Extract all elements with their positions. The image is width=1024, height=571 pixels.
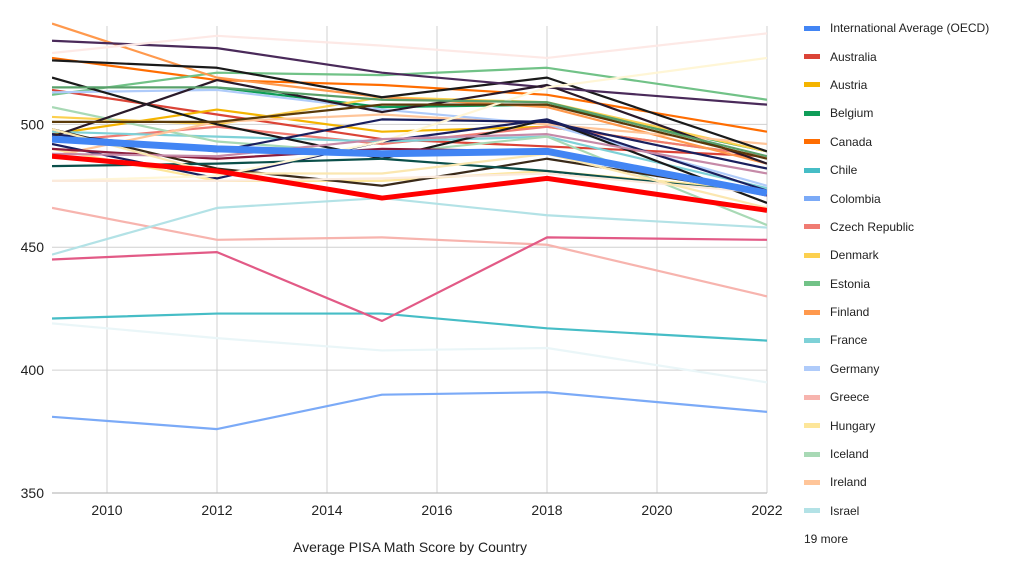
legend-swatch-icon bbox=[804, 394, 820, 400]
y-tick-label: 350 bbox=[21, 485, 45, 501]
legend-swatch-icon bbox=[804, 139, 820, 145]
legend-label: Greece bbox=[830, 390, 870, 405]
series-line-series-35 bbox=[52, 133, 767, 175]
series-line-ireland bbox=[52, 113, 767, 158]
legend-label: Denmark bbox=[830, 248, 879, 263]
legend-item[interactable]: Israel bbox=[804, 497, 1019, 525]
legend-swatch-icon bbox=[804, 451, 820, 457]
series-line-international-average-oecd bbox=[52, 135, 767, 197]
series-line-series-22 bbox=[52, 39, 767, 106]
series-line-series-31 bbox=[52, 32, 767, 60]
legend-swatch-icon bbox=[804, 366, 820, 372]
legend-label: Chile bbox=[830, 163, 858, 178]
legend-item[interactable]: Canada bbox=[804, 128, 1019, 156]
legend-item[interactable]: Australia bbox=[804, 42, 1019, 70]
series-line-series-33 bbox=[52, 172, 767, 195]
legend-item[interactable]: Colombia bbox=[804, 184, 1019, 212]
series-line-series-36 bbox=[52, 86, 767, 158]
x-tick-label: 2014 bbox=[311, 502, 342, 518]
legend-label: Finland bbox=[830, 305, 870, 320]
legend-label: Canada bbox=[830, 134, 873, 149]
series-line-series-21 bbox=[52, 59, 767, 153]
series-line-germany bbox=[52, 88, 767, 187]
legend-label: France bbox=[830, 333, 868, 348]
series-line-israel bbox=[52, 196, 767, 256]
legend-swatch-icon bbox=[804, 309, 820, 315]
legend-label: Iceland bbox=[830, 447, 869, 462]
legend-swatch-icon bbox=[804, 423, 820, 429]
legend-swatch-icon bbox=[804, 281, 820, 287]
legend-swatch-icon bbox=[804, 337, 820, 343]
series-line-series-27 bbox=[52, 103, 767, 160]
y-tick-label: 450 bbox=[21, 239, 45, 255]
legend-item[interactable]: Estonia bbox=[804, 270, 1019, 298]
legend-item[interactable]: Belgium bbox=[804, 99, 1019, 127]
y-tick-label: 400 bbox=[21, 362, 45, 378]
series-line-chile bbox=[52, 312, 767, 342]
legend-item[interactable]: Czech Republic bbox=[804, 213, 1019, 241]
legend-swatch-icon bbox=[804, 110, 820, 116]
legend-label: Hungary bbox=[830, 418, 876, 433]
legend-swatch-icon bbox=[804, 54, 820, 60]
legend-label: Estonia bbox=[830, 276, 871, 291]
x-tick-label: 2012 bbox=[201, 502, 232, 518]
legend-swatch-icon bbox=[804, 252, 820, 258]
legend-swatch-icon bbox=[804, 479, 820, 485]
legend-label: Germany bbox=[830, 361, 880, 376]
legend-item[interactable]: International Average (OECD) bbox=[804, 14, 1019, 42]
legend-swatch-icon bbox=[804, 224, 820, 230]
x-tick-label: 2010 bbox=[91, 502, 122, 518]
legend-label: Austria bbox=[830, 77, 868, 92]
legend-label: Israel bbox=[830, 503, 860, 518]
series-line-greece bbox=[52, 206, 767, 298]
legend-item[interactable]: France bbox=[804, 326, 1019, 354]
legend-swatch-icon bbox=[804, 508, 820, 514]
x-tick-label: 2016 bbox=[421, 502, 452, 518]
legend-swatch-icon bbox=[804, 196, 820, 202]
legend-item[interactable]: Denmark bbox=[804, 241, 1019, 269]
legend-label: Czech Republic bbox=[830, 219, 915, 234]
series-line-series-30 bbox=[52, 322, 767, 384]
legend-label: Australia bbox=[830, 49, 877, 64]
legend-label: Ireland bbox=[830, 475, 867, 490]
legend-swatch-icon bbox=[804, 167, 820, 173]
legend-label: International Average (OECD) bbox=[830, 21, 990, 36]
series-line-series-37 bbox=[52, 128, 767, 209]
legend-item[interactable]: Chile bbox=[804, 156, 1019, 184]
legend-label: Colombia bbox=[830, 191, 881, 206]
series-line-canada bbox=[52, 56, 767, 133]
series-line-series-32 bbox=[52, 56, 767, 182]
legend-more-link[interactable]: 19 more bbox=[804, 532, 849, 547]
series-lines bbox=[52, 22, 767, 431]
legend: International Average (OECD) Australia Aus… bbox=[804, 14, 1019, 553]
series-line-series-19 bbox=[52, 153, 767, 213]
x-tick-label: 2018 bbox=[531, 502, 562, 518]
legend-item[interactable]: Germany bbox=[804, 355, 1019, 383]
x-tick-label: 2020 bbox=[641, 502, 672, 518]
y-tick-label: 500 bbox=[21, 116, 45, 132]
chart-title: Average PISA Math Score by Country bbox=[293, 539, 527, 555]
legend-label: Belgium bbox=[830, 106, 874, 121]
axes: 2010 2012 2014 2016 2018 2020 2022 350 400 450 500 bbox=[21, 116, 783, 518]
x-tick-label: 2022 bbox=[751, 502, 782, 518]
legend-item[interactable]: Iceland bbox=[804, 440, 1019, 468]
legend-swatch-icon bbox=[804, 25, 820, 31]
legend-item[interactable]: Hungary bbox=[804, 411, 1019, 439]
legend-swatch-icon bbox=[804, 82, 820, 88]
series-line-colombia bbox=[52, 391, 767, 431]
series-line-series-25 bbox=[52, 78, 767, 165]
legend-item[interactable]: Austria bbox=[804, 71, 1019, 99]
legend-item[interactable]: Greece bbox=[804, 383, 1019, 411]
legend-item[interactable]: Ireland bbox=[804, 468, 1019, 496]
series-line-series-29 bbox=[52, 236, 767, 323]
legend-item[interactable]: Finland bbox=[804, 298, 1019, 326]
